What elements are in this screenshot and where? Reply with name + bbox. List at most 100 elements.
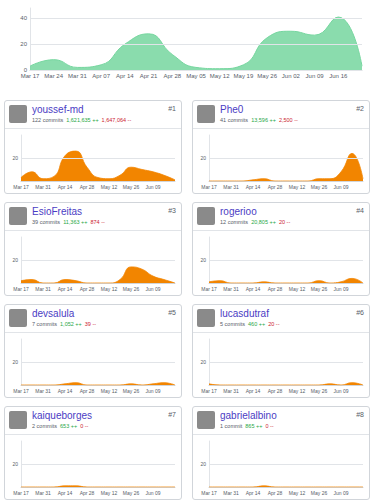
svg-text:Apr 28: Apr 28 [268, 388, 283, 394]
svg-text:Apr 14: Apr 14 [58, 490, 73, 496]
svg-text:Mar 17: Mar 17 [201, 388, 217, 394]
svg-text:Apr 14: Apr 14 [246, 490, 261, 496]
html-text:EsioFreitas: EsioFreitas [32, 206, 82, 217]
svg-text:Apr 28: Apr 28 [80, 388, 95, 394]
svg-text:Apr 28: Apr 28 [80, 184, 95, 190]
svg-text:Mar 31: Mar 31 [35, 286, 51, 292]
html-text:#2: #2 [356, 105, 364, 112]
svg-text:Apr 28: Apr 28 [268, 490, 283, 496]
svg-text:May 12: May 12 [101, 388, 118, 394]
svg-text:20: 20 [20, 41, 27, 47]
svg-text:Mar 17: Mar 17 [13, 184, 29, 190]
svg-text:Jun 09: Jun 09 [306, 73, 325, 79]
svg-text:Apr 28: Apr 28 [268, 286, 283, 292]
html-text:#3: #3 [168, 207, 176, 214]
svg-text:May 26: May 26 [123, 184, 140, 190]
svg-text:Apr 14: Apr 14 [58, 286, 73, 292]
svg-text:May 26: May 26 [311, 388, 328, 394]
svg-text:Apr 14: Apr 14 [246, 286, 261, 292]
svg-text:May 05: May 05 [186, 73, 206, 79]
html-text:#6: #6 [356, 309, 364, 316]
svg-text:Apr 28: Apr 28 [80, 286, 95, 292]
svg-text:Mar 17: Mar 17 [13, 388, 29, 394]
svg-text:Mar 31: Mar 31 [223, 286, 239, 292]
svg-text:Apr 21: Apr 21 [140, 73, 158, 79]
html-text:lucasdutraf: lucasdutraf [220, 308, 269, 319]
svg-text:Mar 31: Mar 31 [223, 388, 239, 394]
svg-text:Mar 17: Mar 17 [201, 490, 217, 496]
html-text:12 commits 20,805 ++ 20 --: 12 commits 20,805 ++ 20 -- [220, 219, 291, 225]
svg-text:Mar 31: Mar 31 [35, 388, 51, 394]
svg-text:Mar 31: Mar 31 [223, 490, 239, 496]
svg-text:Jun 09: Jun 09 [333, 184, 348, 190]
html-text:39 commits 11,363 ++ 874 --: 39 commits 11,363 ++ 874 -- [32, 219, 105, 225]
html-text:41 commits 13,596 ++ 2,500 --: 41 commits 13,596 ++ 2,500 -- [220, 117, 298, 123]
svg-text:May 12: May 12 [289, 286, 306, 292]
svg-text:20: 20 [12, 461, 18, 467]
html-text:kaiqueborges: kaiqueborges [32, 410, 92, 421]
svg-text:Apr 28: Apr 28 [80, 490, 95, 496]
svg-text:May 26: May 26 [123, 490, 140, 496]
svg-text:Jun 09: Jun 09 [145, 286, 160, 292]
svg-text:May 12: May 12 [289, 388, 306, 394]
svg-text:May 12: May 12 [210, 73, 230, 79]
svg-text:Apr 28: Apr 28 [163, 73, 181, 79]
svg-text:Apr 14: Apr 14 [58, 388, 73, 394]
svg-text:Jun 09: Jun 09 [145, 388, 160, 394]
html-text:gabrielalbino: gabrielalbino [220, 410, 277, 421]
svg-text:Apr 28: Apr 28 [268, 184, 283, 190]
svg-text:Jun 02: Jun 02 [282, 73, 301, 79]
svg-text:Apr 14: Apr 14 [246, 184, 261, 190]
svg-text:Jun 16: Jun 16 [329, 73, 348, 79]
svg-text:May 26: May 26 [311, 286, 328, 292]
svg-text:May 12: May 12 [101, 286, 118, 292]
svg-text:May 26: May 26 [311, 490, 328, 496]
svg-text:Mar 31: Mar 31 [35, 490, 51, 496]
svg-text:Jun 09: Jun 09 [145, 490, 160, 496]
svg-text:20: 20 [200, 155, 206, 161]
svg-text:Apr 07: Apr 07 [92, 73, 110, 79]
svg-text:Mar 17: Mar 17 [201, 286, 217, 292]
svg-text:Mar 17: Mar 17 [21, 73, 40, 79]
svg-text:Mar 17: Mar 17 [13, 286, 29, 292]
html-text:#1: #1 [168, 105, 176, 112]
svg-text:Mar 17: Mar 17 [201, 184, 217, 190]
html-text:#7: #7 [168, 411, 176, 418]
svg-text:Jun 09: Jun 09 [333, 490, 348, 496]
svg-text:40: 40 [20, 15, 27, 21]
svg-text:20: 20 [200, 359, 206, 365]
svg-text:Mar 17: Mar 17 [13, 490, 29, 496]
svg-text:May 12: May 12 [289, 184, 306, 190]
svg-text:Jun 09: Jun 09 [145, 184, 160, 190]
html-text:122 commits 1,621,635 ++ 1,647: 122 commits 1,621,635 ++ 1,647,064 -- [32, 117, 132, 123]
svg-text:20: 20 [200, 461, 206, 467]
svg-text:Jun 09: Jun 09 [333, 388, 348, 394]
svg-text:May 26: May 26 [123, 388, 140, 394]
svg-text:Mar 31: Mar 31 [68, 73, 87, 79]
svg-text:Mar 31: Mar 31 [35, 184, 51, 190]
svg-text:Apr 14: Apr 14 [58, 184, 73, 190]
svg-text:May 12: May 12 [101, 490, 118, 496]
svg-text:20: 20 [12, 359, 18, 365]
svg-text:Mar 31: Mar 31 [223, 184, 239, 190]
html-text:youssef-md: youssef-md [32, 104, 84, 115]
svg-text:May 26: May 26 [257, 73, 277, 79]
svg-text:May 26: May 26 [311, 184, 328, 190]
svg-text:20: 20 [200, 257, 206, 263]
svg-text:May 12: May 12 [289, 490, 306, 496]
svg-text:May 19: May 19 [234, 73, 254, 79]
html-text:#5: #5 [168, 309, 176, 316]
svg-text:Jun 09: Jun 09 [333, 286, 348, 292]
html-text:#8: #8 [356, 411, 364, 418]
svg-text:May 12: May 12 [101, 184, 118, 190]
html-text:rogerioo: rogerioo [220, 206, 257, 217]
svg-text:20: 20 [12, 257, 18, 263]
svg-text:Mar 24: Mar 24 [44, 73, 63, 79]
html-text:#4: #4 [356, 207, 364, 214]
html-text:Phe0: Phe0 [220, 104, 244, 115]
svg-text:Apr 14: Apr 14 [116, 73, 134, 79]
svg-text:Apr 14: Apr 14 [246, 388, 261, 394]
svg-text:20: 20 [12, 155, 18, 161]
html-text:devsalula: devsalula [32, 308, 75, 319]
svg-text:May 26: May 26 [123, 286, 140, 292]
